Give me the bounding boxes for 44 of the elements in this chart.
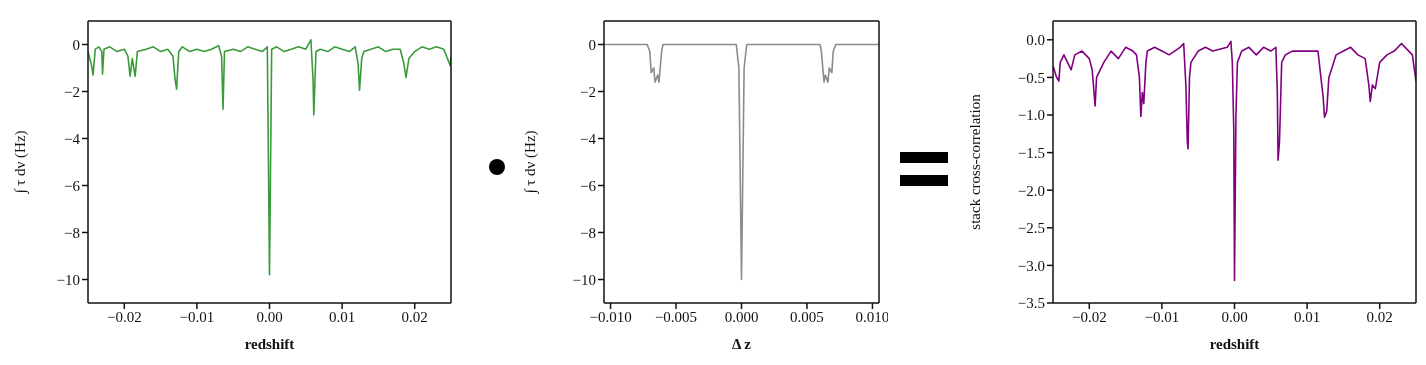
x-tick-label: −0.005 bbox=[654, 308, 698, 325]
line-series bbox=[88, 39, 451, 276]
y-tick-label: −2 bbox=[64, 83, 80, 100]
y-axis-title: ∫ τ dν (Hz) bbox=[522, 130, 540, 195]
y-tick-label: −2 bbox=[580, 83, 596, 100]
x-tick-label: 0.00 bbox=[256, 308, 283, 325]
y-axis-title: stack cross-correlation bbox=[967, 93, 984, 230]
x-axis-title: redshift bbox=[1209, 336, 1260, 352]
y-tick-label: −8 bbox=[580, 224, 596, 241]
y-tick-label: −3.0 bbox=[1017, 257, 1045, 274]
y-tick-label: −10 bbox=[56, 271, 80, 288]
y-axis-title: ∫ τ dν (Hz) bbox=[12, 130, 30, 195]
y-tick-label: −1.5 bbox=[1017, 144, 1045, 161]
x-axis-title: redshift bbox=[244, 336, 295, 352]
x-tick-label: 0.02 bbox=[401, 308, 428, 325]
x-tick-label: 0.00 bbox=[1221, 308, 1248, 325]
y-tick-label: −4 bbox=[64, 130, 81, 147]
y-tick-label: −8 bbox=[64, 224, 80, 241]
x-tick-label: −0.02 bbox=[106, 308, 142, 325]
x-tick-label: 0.01 bbox=[1293, 308, 1321, 325]
x-tick-label: 0.000 bbox=[724, 308, 759, 325]
x-tick-label: 0.01 bbox=[328, 308, 356, 325]
y-tick-label: −6 bbox=[64, 177, 81, 194]
y-tick-label: −4 bbox=[580, 130, 597, 147]
line-series bbox=[1053, 40, 1416, 282]
y-tick-label: 0 bbox=[588, 36, 596, 53]
x-tick-label: −0.01 bbox=[1144, 308, 1180, 325]
x-tick-label: −0.010 bbox=[589, 308, 632, 325]
y-tick-label: 0.0 bbox=[1026, 32, 1045, 49]
x-tick-label: 0.005 bbox=[790, 308, 824, 325]
y-tick-label: −2.5 bbox=[1017, 220, 1045, 237]
y-tick-label: −2.0 bbox=[1017, 182, 1045, 199]
line-series bbox=[604, 43, 879, 281]
y-tick-label: −0.5 bbox=[1017, 69, 1045, 86]
y-tick-label: −6 bbox=[580, 177, 597, 194]
x-tick-label: 0.02 bbox=[1366, 308, 1393, 325]
y-tick-label: −1.0 bbox=[1017, 107, 1045, 124]
y-tick-label: 0 bbox=[72, 36, 80, 53]
x-tick-label: 0.010 bbox=[855, 308, 890, 325]
y-tick-label: −3.5 bbox=[1017, 295, 1045, 312]
x-tick-label: −0.02 bbox=[1071, 308, 1107, 325]
x-axis-title: Δ z bbox=[732, 336, 752, 352]
x-tick-label: −0.01 bbox=[179, 308, 215, 325]
y-tick-label: −10 bbox=[572, 271, 596, 288]
